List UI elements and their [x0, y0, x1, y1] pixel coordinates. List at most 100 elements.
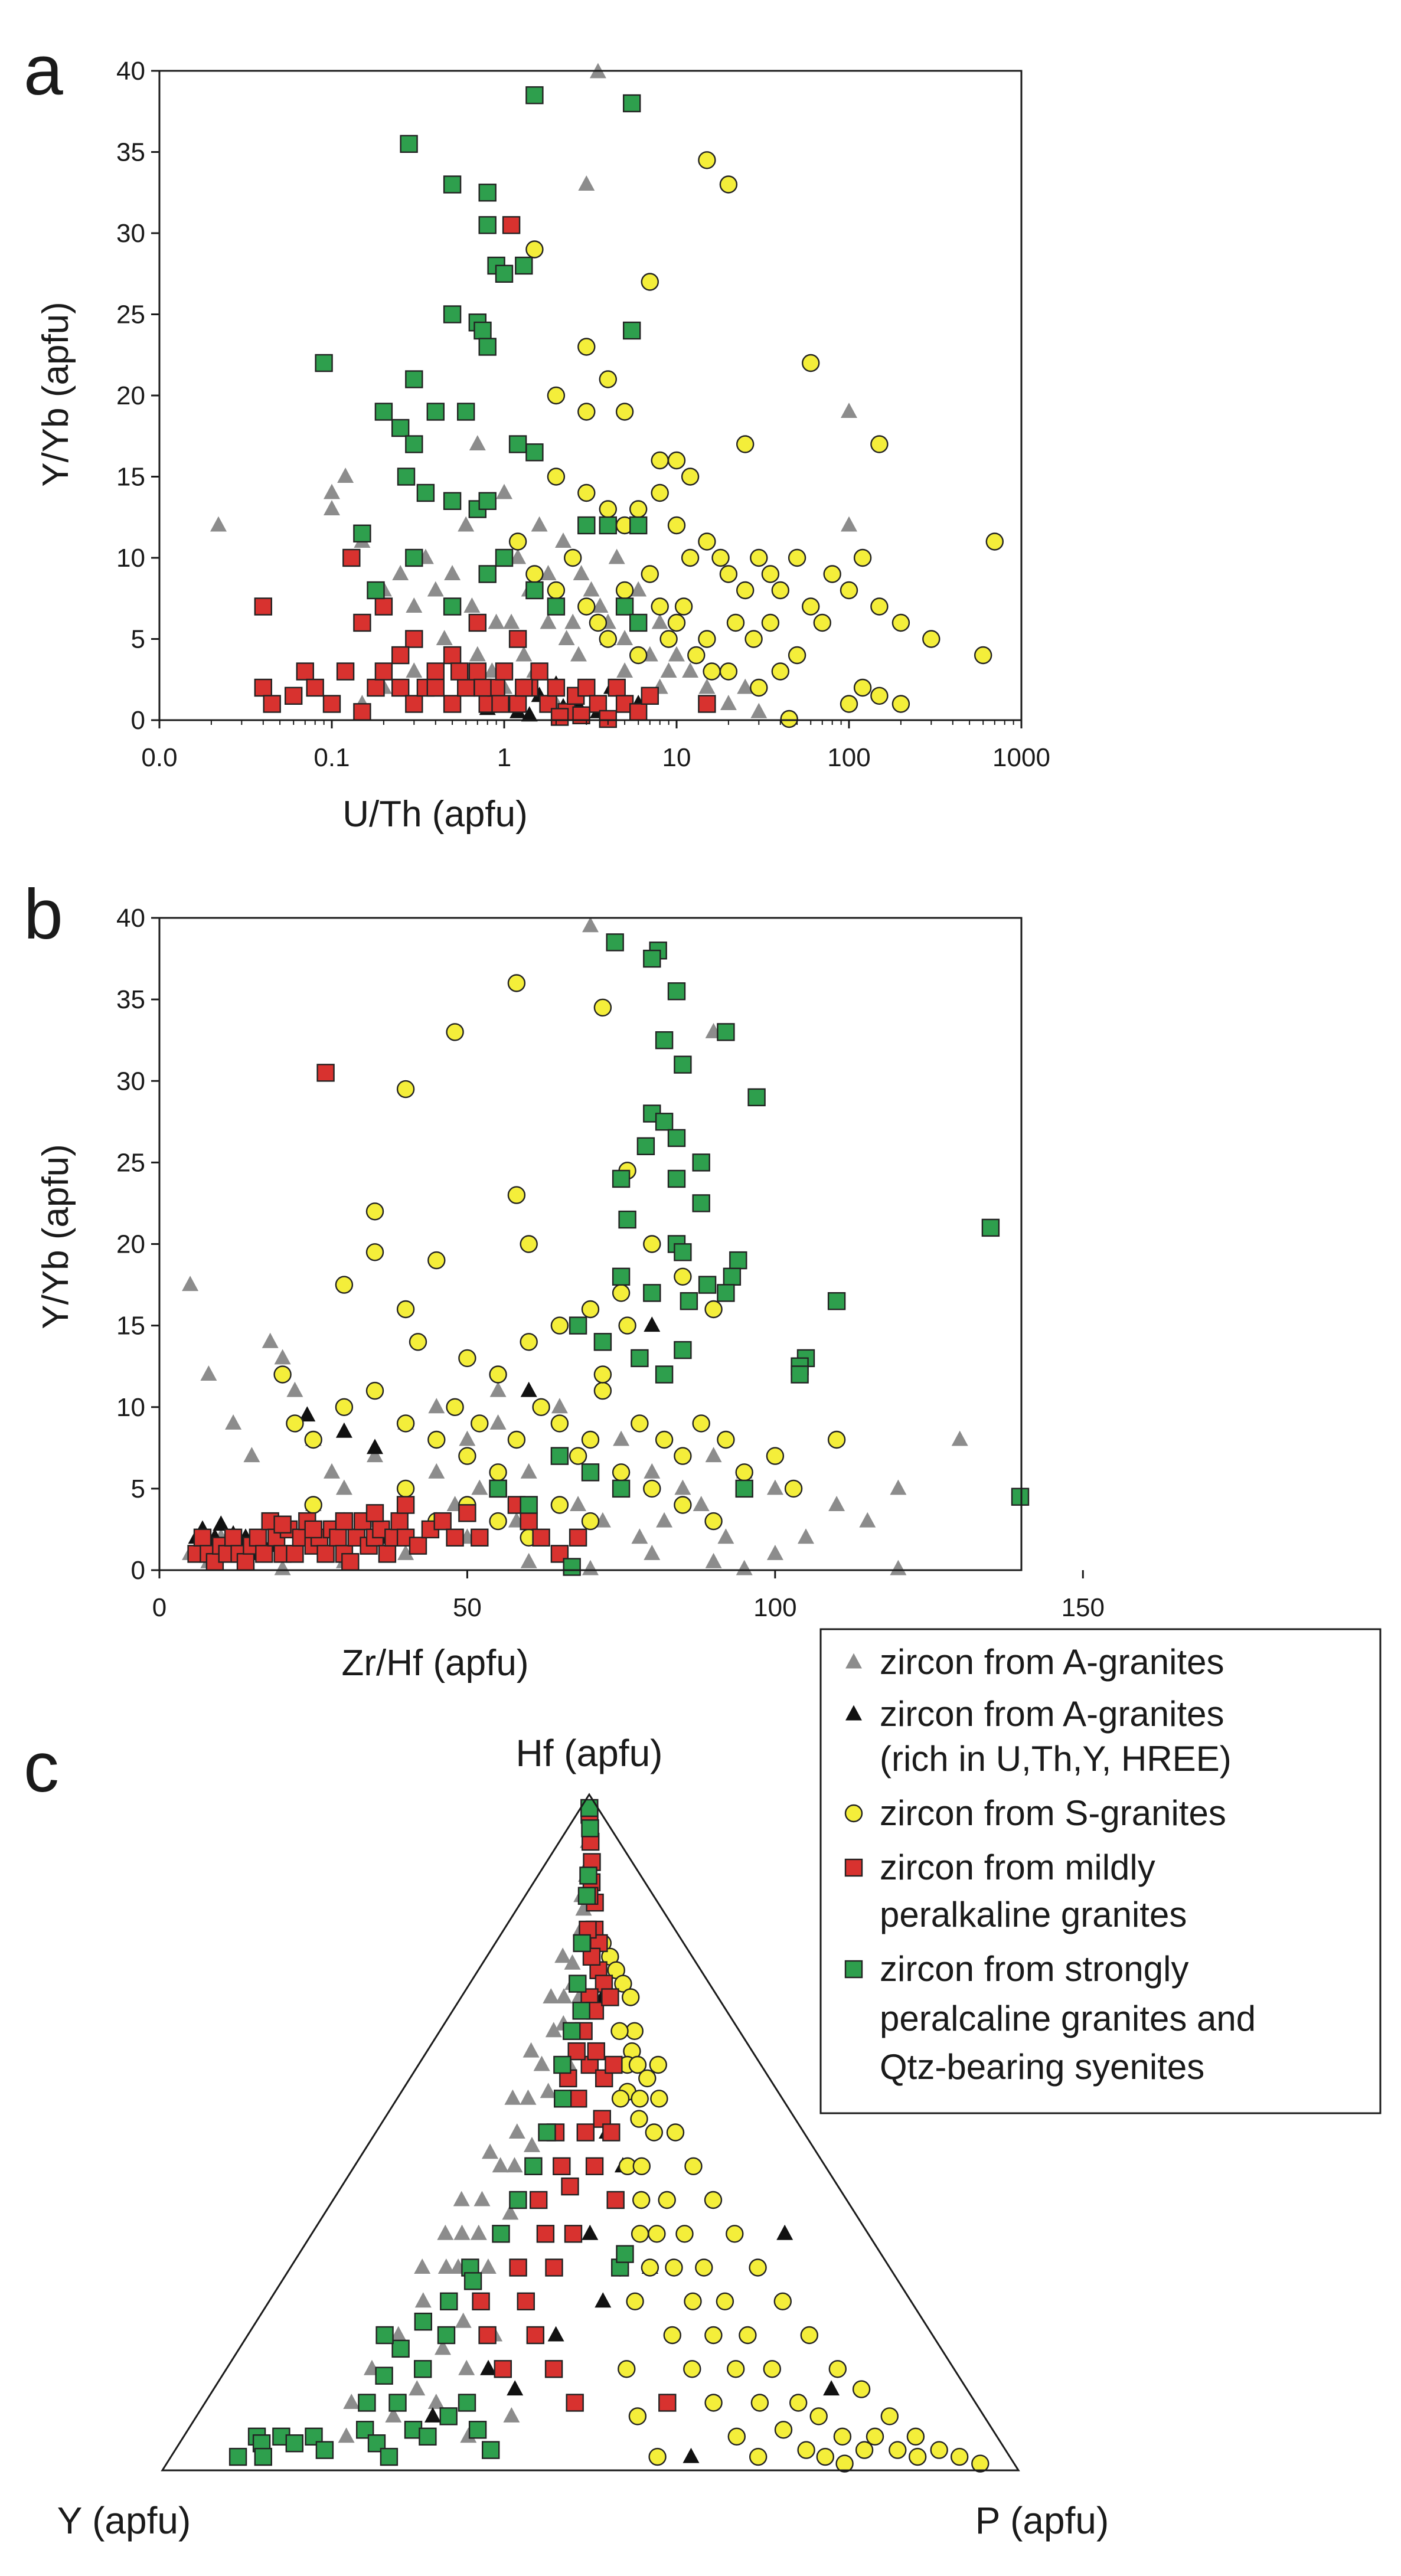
panel-c-point-strong_peralkaline — [414, 2360, 432, 2378]
panel-c-point-s_granite — [684, 2292, 702, 2311]
panel-c-series-strong_peralkaline — [228, 1799, 634, 2466]
panel-b-point-a_granite — [182, 1276, 199, 1292]
panel-b-point-a_granite_rich — [644, 1316, 661, 1332]
panel-a-letter: a — [24, 31, 63, 110]
panel-c-point-s_granite — [833, 2427, 852, 2446]
panel-c-point-strong_peralkaline — [458, 2394, 476, 2412]
panel-c-point-a_granite — [390, 2326, 407, 2342]
panel-a-point-s_granite — [801, 354, 820, 372]
panel-c-point-s_granite — [906, 2427, 925, 2446]
panel-c-point-mild_peralkaline — [544, 2360, 563, 2378]
panel-a-point-mild_peralkaline — [515, 678, 533, 697]
panel-c-point-a_granite — [385, 2407, 402, 2423]
panel-a-point-a_granite — [458, 516, 475, 532]
panel-c-point-strong_peralkaline — [437, 2326, 456, 2345]
panel-b-point-a_granite — [736, 1560, 753, 1575]
panel-b-point-s_granite — [446, 1023, 464, 1041]
panel-a-point-strong_peralkaline — [478, 338, 497, 356]
panel-b-point-s_granite — [550, 1316, 569, 1335]
panel-a-point-s_granite — [698, 532, 716, 551]
panel-a-point-mild_peralkaline — [391, 678, 410, 697]
panel-a-point-mild_peralkaline — [530, 662, 548, 681]
panel-c-point-s_granite — [630, 2110, 648, 2128]
panel-a-point-a_granite — [698, 678, 716, 694]
panel-a-point-s_granite — [681, 548, 700, 567]
panel-a-point-strong_peralkaline — [391, 419, 410, 437]
panel-b-point-s_granite — [593, 1365, 612, 1384]
panel-b-point-mild_peralkaline — [520, 1512, 538, 1531]
panel-c-point-a_granite — [520, 2089, 537, 2105]
panel-b-point-strong_peralkaline — [723, 1267, 742, 1286]
panel-b-point-strong_peralkaline — [667, 1129, 686, 1148]
panel-c-point-strong_peralkaline — [375, 2366, 393, 2385]
panel-a-point-s_granite — [736, 435, 755, 453]
legend: zircon from A-granites zircon from A-gra… — [819, 1628, 1382, 2114]
legend-label-a-granites-rich-line2: (rich in U,Th,Y, HREE) — [880, 1739, 1232, 1779]
panel-b-point-mild_peralkaline — [550, 1545, 569, 1563]
panel-b-y-tick-label: 35 — [116, 985, 145, 1014]
panel-c-point-s_granite — [695, 2258, 713, 2277]
panel-b-point-strong_peralkaline — [674, 1055, 692, 1074]
panel-b-point-a_granite_rich — [520, 1381, 537, 1397]
panel-c-point-a_granite_rich — [776, 2224, 793, 2240]
panel-c-point-a_granite — [343, 2394, 360, 2409]
panel-b-point-mild_peralkaline — [224, 1528, 243, 1547]
panel-a-point-strong_peralkaline — [547, 597, 566, 616]
panel-a-point-s_granite — [788, 548, 806, 567]
panel-b-y-tick-label: 0 — [131, 1556, 145, 1585]
panel-a-point-s_granite — [641, 565, 659, 583]
panel-b-point-s_granite — [489, 1365, 507, 1384]
panel-a-point-mild_peralkaline — [473, 678, 492, 697]
panel-b-point-strong_peralkaline — [520, 1496, 538, 1514]
panel-b-point-a_granite — [890, 1479, 907, 1495]
panel-a-point-strong_peralkaline — [577, 516, 596, 535]
panel-c-point-mild_peralkaline — [478, 2326, 497, 2345]
panel-a-point-a_granite — [540, 565, 557, 580]
panel-a-point-mild_peralkaline — [254, 597, 272, 616]
panel-b-point-s_granite — [489, 1512, 507, 1531]
panel-c-point-a_granite — [479, 2258, 497, 2274]
panel-a-point-s_granite — [985, 532, 1004, 551]
panel-a-point-s_granite — [674, 597, 693, 616]
panel-a-point-mild_peralkaline — [502, 216, 521, 234]
panel-c-point-s_granite — [789, 2394, 808, 2412]
panel-c-point-a_granite — [427, 2394, 445, 2409]
panel-b-point-s_granite — [489, 1463, 507, 1482]
panel-b-point-strong_peralkaline — [655, 1365, 674, 1384]
panel-a-point-strong_peralkaline — [478, 184, 497, 202]
panel-b-point-s_granite — [396, 1479, 415, 1498]
panel-a-point-s_granite — [974, 646, 992, 665]
panel-c-point-strong_peralkaline — [524, 2157, 543, 2176]
panel-a-point-mild_peralkaline — [550, 708, 569, 726]
panel-c-point-mild_peralkaline — [472, 2292, 490, 2311]
panel-b-point-mild_peralkaline — [409, 1537, 427, 1555]
panel-b-point-a_granite — [459, 1430, 476, 1446]
panel-a-x-tick-label: 1000 — [992, 743, 1050, 772]
panel-a-point-strong_peralkaline — [315, 354, 333, 372]
panel-c-point-strong_peralkaline — [468, 2421, 487, 2439]
panel-a-point-s_granite — [589, 613, 608, 632]
panel-a-point-s_granite — [801, 597, 820, 616]
panel-b-point-s_granite — [655, 1430, 674, 1449]
panel-a-point-strong_peralkaline — [405, 435, 423, 453]
panel-a-point-a_granite — [720, 695, 737, 710]
panel-a-point-s_granite — [761, 613, 780, 632]
panel-a-point-strong_peralkaline — [629, 613, 648, 632]
panel-c-point-s_granite — [908, 2447, 927, 2466]
panel-c-point-a_granite_rich — [424, 2407, 441, 2423]
panel-c-point-a_granite — [504, 2089, 521, 2105]
panel-a-point-a_granite — [406, 662, 423, 678]
panel-b-point-mild_peralkaline — [471, 1528, 489, 1547]
panel-b-point-mild_peralkaline — [378, 1545, 397, 1563]
panel-b-point-strong_peralkaline — [791, 1365, 809, 1384]
panel-b-point-a_granite_rich — [213, 1515, 230, 1531]
panel-b-point-a_granite — [262, 1332, 279, 1348]
panel-c-point-strong_peralkaline — [572, 2002, 590, 2020]
panel-b-point-mild_peralkaline — [365, 1504, 384, 1522]
panel-c-point-mild_peralkaline — [576, 2123, 595, 2142]
panel-a-point-s_granite — [667, 451, 686, 470]
panel-c-point-strong_peralkaline — [492, 2225, 510, 2243]
panel-b-point-strong_peralkaline — [655, 1031, 674, 1050]
panel-a-point-s_granite — [629, 500, 648, 518]
panel-b-point-a_granite — [766, 1479, 783, 1495]
